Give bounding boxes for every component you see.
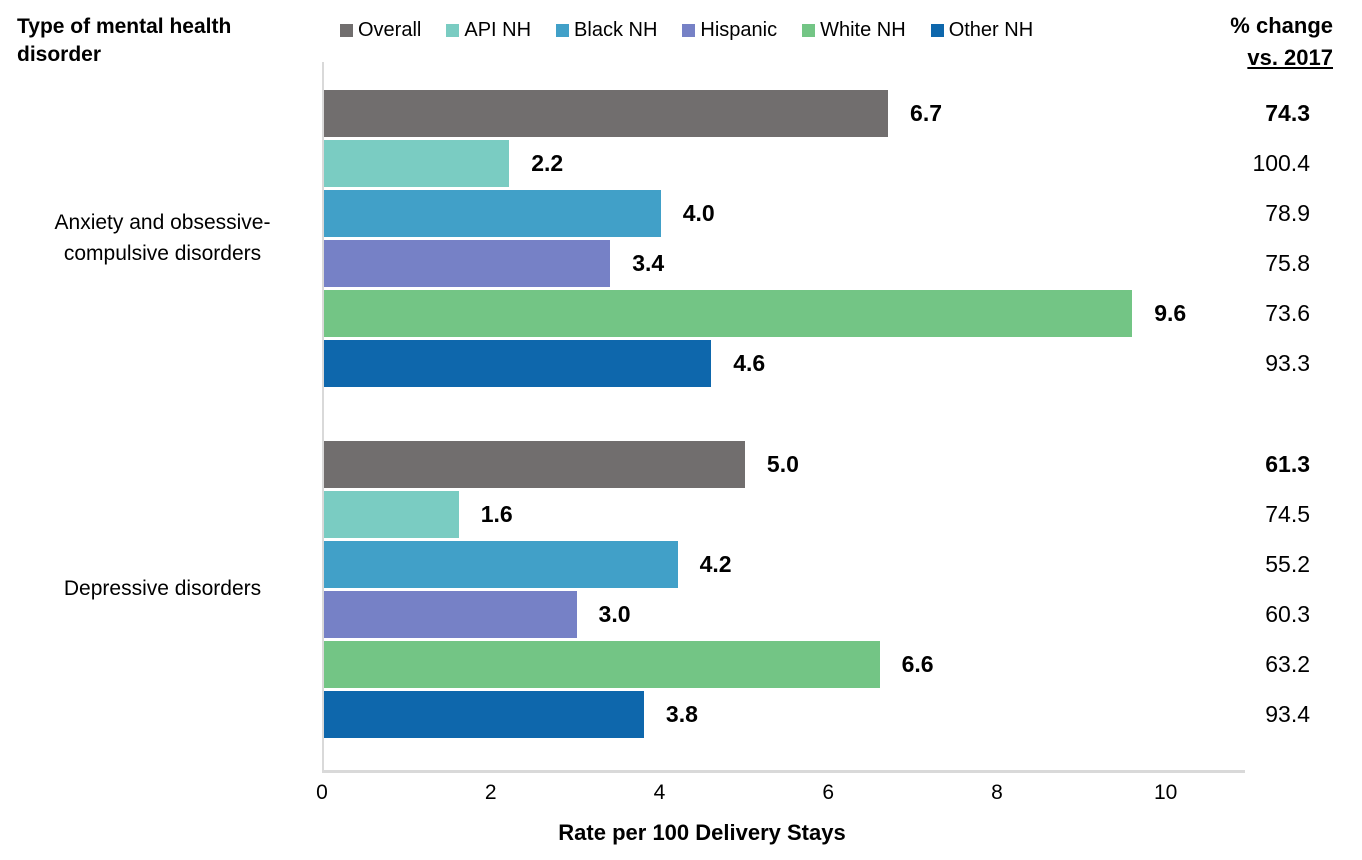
- x-tick-label: 6: [822, 781, 835, 804]
- bar-value-label: 6.6: [901, 650, 934, 677]
- bar-value-label: 3.0: [598, 600, 631, 627]
- pct-change-group: 74.3 100.4 78.9 75.8 73.6 93.3: [1220, 88, 1310, 388]
- bar-value-label: 5.0: [766, 450, 799, 477]
- bar-white-nh: [324, 289, 1133, 337]
- bar-hispanic: [324, 239, 611, 287]
- legend-swatch-icon: [930, 24, 944, 37]
- bar-overall: [324, 440, 745, 488]
- x-tick-label: 0: [316, 781, 328, 804]
- bar-row: 4.6: [324, 338, 1245, 388]
- bar-group: 5.0 1.6 4.2 3.0 6.6 3.8: [324, 439, 1245, 739]
- bar-row: 9.6: [324, 288, 1245, 338]
- pct-change-group: 61.3 74.5 55.2 60.3 63.2 93.4: [1220, 439, 1310, 739]
- x-tick-label: 8: [991, 781, 1003, 804]
- bar-value-label: 4.2: [699, 550, 732, 577]
- bar-value-label: 3.8: [665, 700, 698, 727]
- pct-change-value: 74.5: [1265, 500, 1310, 527]
- bar-row: 6.7: [324, 88, 1245, 138]
- legend-label: Black NH: [574, 19, 658, 41]
- legend-swatch-icon: [556, 24, 570, 37]
- bar-row: 5.0: [324, 439, 1245, 489]
- pct-change-value: 100.4: [1252, 149, 1310, 176]
- bar-black-nh: [324, 189, 661, 237]
- bar-overall: [324, 89, 889, 137]
- legend-swatch-icon: [446, 24, 460, 37]
- legend-item: White NH: [802, 19, 906, 42]
- pct-change-value: 93.3: [1265, 349, 1310, 376]
- pct-change-value: 73.6: [1265, 299, 1310, 326]
- pct-change-value: 93.4: [1265, 700, 1310, 727]
- bar-value-label: 6.7: [910, 99, 943, 126]
- bar-row: 6.6: [324, 639, 1245, 689]
- bar-white-nh: [324, 640, 880, 688]
- bar-value-label: 9.6: [1154, 299, 1187, 326]
- pct-change-value: 75.8: [1265, 249, 1310, 276]
- bar-value-label: 1.6: [480, 500, 513, 527]
- pct-change-value: 61.3: [1265, 450, 1310, 477]
- bar-api-nh: [324, 490, 459, 538]
- legend-item: API NH: [446, 19, 531, 42]
- x-tick-label: 10: [1154, 781, 1178, 804]
- bar-hispanic: [324, 590, 577, 638]
- legend-item: Overall: [340, 19, 421, 42]
- legend-label: Other NH: [948, 19, 1034, 41]
- legend-swatch-icon: [682, 24, 696, 37]
- pct-change-value: 78.9: [1265, 199, 1310, 226]
- bar-value-label: 2.2: [531, 149, 564, 176]
- bar-row: 3.0: [324, 589, 1245, 639]
- category-labels-column: Anxiety and obsessive-compulsive disorde…: [20, 62, 305, 739]
- bar-row: 1.6: [324, 489, 1245, 539]
- x-tick-label: 4: [653, 781, 666, 804]
- bar-api-nh: [324, 139, 510, 187]
- row-axis-title: Type of mental health disorder: [17, 15, 232, 66]
- x-tick-label: 2: [484, 781, 497, 804]
- legend-label: White NH: [820, 19, 906, 41]
- pct-change-header-line1: % change: [1230, 13, 1333, 38]
- bar-row: 3.4: [324, 238, 1245, 288]
- bar-value-label: 3.4: [632, 249, 665, 276]
- category-label: Depressive disorders: [63, 577, 262, 601]
- pct-change-value: 74.3: [1265, 99, 1310, 126]
- legend-label: Hispanic: [700, 19, 778, 41]
- pct-change-value: 60.3: [1265, 600, 1310, 627]
- legend-swatch-icon: [802, 24, 816, 37]
- bar-black-nh: [324, 540, 678, 588]
- bar-other-nh: [324, 339, 712, 387]
- legend-item: Black NH: [556, 19, 657, 42]
- pct-change-header-line2: vs. 2017: [1247, 44, 1333, 70]
- pct-change-value: 63.2: [1265, 650, 1310, 677]
- plot-area: 6.7 2.2 4.0 3.4 9.6 4.6 5.0 1.6 4.2 3.0 6.6 3.8: [322, 62, 1245, 773]
- x-axis-ticks: 0 2 4 6 8 10: [316, 781, 1245, 807]
- bar-other-nh: [324, 690, 644, 738]
- category-label: Anxiety and obsessive-compulsive disorde…: [54, 210, 271, 266]
- bar-row: 4.2: [324, 539, 1245, 589]
- pct-change-column: 74.3 100.4 78.9 75.8 73.6 93.3 61.3 74.5 55.2 60.…: [1220, 62, 1310, 739]
- legend-item: Other NH: [930, 19, 1034, 42]
- bar-value-label: 4.6: [733, 349, 766, 376]
- legend-swatch-icon: [340, 24, 353, 37]
- bar-value-label: 4.0: [682, 199, 715, 226]
- bar-row: 3.8: [324, 689, 1245, 739]
- category-label-cell: Anxiety and obsessive-compulsive disorde…: [20, 88, 305, 388]
- legend-label: Overall: [358, 19, 422, 41]
- pct-change-column-header: % change vs. 2017: [1163, 10, 1333, 74]
- legend-item: Hispanic: [682, 19, 777, 42]
- legend-label: API NH: [464, 19, 532, 41]
- x-axis-title: Rate per 100 Delivery Stays: [558, 820, 846, 845]
- category-label-cell: Depressive disorders: [20, 439, 305, 739]
- bar-row: 4.0: [324, 188, 1245, 238]
- bar-row: 2.2: [324, 138, 1245, 188]
- bar-group: 6.7 2.2 4.0 3.4 9.6 4.6: [324, 88, 1245, 388]
- pct-change-value: 55.2: [1265, 550, 1310, 577]
- legend: Overall API NH Black NH Hispanic White NH Oth…: [340, 19, 1170, 42]
